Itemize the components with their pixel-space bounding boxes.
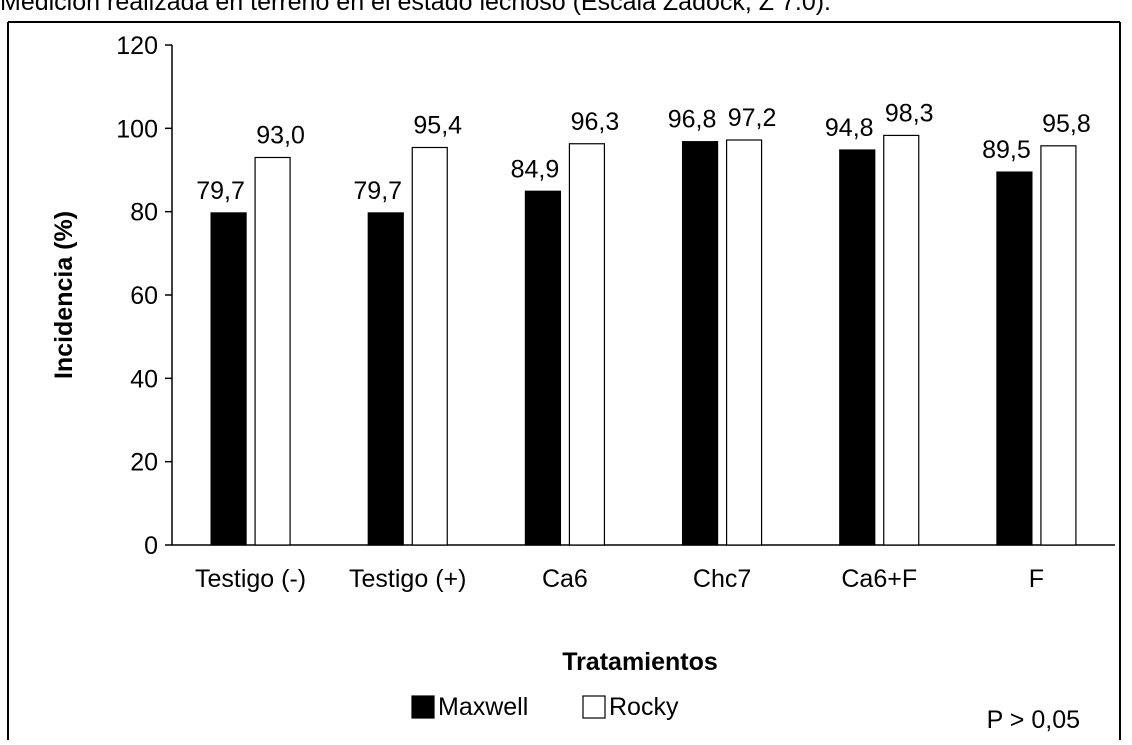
bar-maxwell bbox=[996, 171, 1033, 546]
y-tick-label: 40 bbox=[130, 365, 158, 393]
data-label-maxwell: 79,7 bbox=[196, 177, 245, 205]
x-tick-label: F bbox=[1029, 565, 1044, 593]
bar-maxwell bbox=[367, 212, 404, 546]
x-axis-title: Tratamientos bbox=[562, 648, 718, 676]
y-tick-label: 20 bbox=[130, 449, 158, 477]
x-tick-label: Chc7 bbox=[693, 565, 751, 593]
bar-rocky bbox=[568, 143, 606, 546]
legend: Maxwell Rocky bbox=[411, 693, 679, 721]
bar-rocky bbox=[1040, 145, 1077, 546]
x-tick-label: Testigo (-) bbox=[195, 565, 306, 593]
bars bbox=[210, 134, 1077, 546]
data-label-rocky: 97,2 bbox=[728, 104, 777, 132]
legend-label-rocky: Rocky bbox=[609, 693, 679, 721]
y-tick-label: 120 bbox=[116, 32, 158, 60]
y-axis-title: Incidencia (%) bbox=[50, 211, 78, 379]
bar-rocky bbox=[411, 146, 448, 546]
y-axis: 0 20 40 60 80 100 120 bbox=[116, 32, 173, 560]
data-label-maxwell: 84,9 bbox=[511, 155, 560, 183]
data-label-rocky: 93,0 bbox=[256, 122, 305, 150]
legend-label-maxwell: Maxwell bbox=[438, 693, 528, 721]
data-label-maxwell: 94,8 bbox=[825, 114, 874, 142]
bar-rocky bbox=[725, 139, 763, 546]
bar-maxwell bbox=[210, 212, 247, 546]
chart-caption: Medición realizada en terreno en el esta… bbox=[0, 0, 831, 16]
bar-maxwell bbox=[524, 190, 562, 546]
x-tick-label: Ca6 bbox=[542, 565, 588, 593]
data-label-maxwell: 89,5 bbox=[982, 136, 1031, 164]
data-label-rocky: 95,8 bbox=[1042, 110, 1091, 138]
data-label-maxwell: 79,7 bbox=[353, 177, 402, 205]
legend-swatch-maxwell bbox=[411, 695, 435, 719]
data-labels: 79,7 93,0 79,7 95,4 84,9 96,3 96,8 97,2 94,8 98,3… bbox=[196, 99, 1091, 205]
y-tick-label: 60 bbox=[130, 282, 158, 310]
bar-rocky bbox=[883, 134, 920, 546]
significance-note: P > 0,05 bbox=[987, 706, 1080, 734]
bar-rocky bbox=[254, 156, 291, 546]
data-label-rocky: 95,4 bbox=[413, 112, 462, 140]
x-axis: Testigo (-) Testigo (+) Ca6 Chc7 Ca6+F F bbox=[172, 544, 1115, 593]
legend-swatch-rocky bbox=[582, 695, 606, 719]
data-label-rocky: 96,3 bbox=[571, 108, 620, 136]
y-tick-label: 80 bbox=[130, 199, 158, 227]
data-label-rocky: 98,3 bbox=[885, 99, 934, 127]
data-label-maxwell: 96,8 bbox=[668, 106, 717, 134]
y-tick-label: 100 bbox=[116, 115, 158, 143]
x-tick-label: Testigo (+) bbox=[349, 565, 466, 593]
bar-maxwell bbox=[839, 149, 876, 546]
bar-maxwell bbox=[681, 141, 719, 546]
y-tick-label: 0 bbox=[144, 532, 158, 560]
x-tick-label: Ca6+F bbox=[841, 565, 917, 593]
